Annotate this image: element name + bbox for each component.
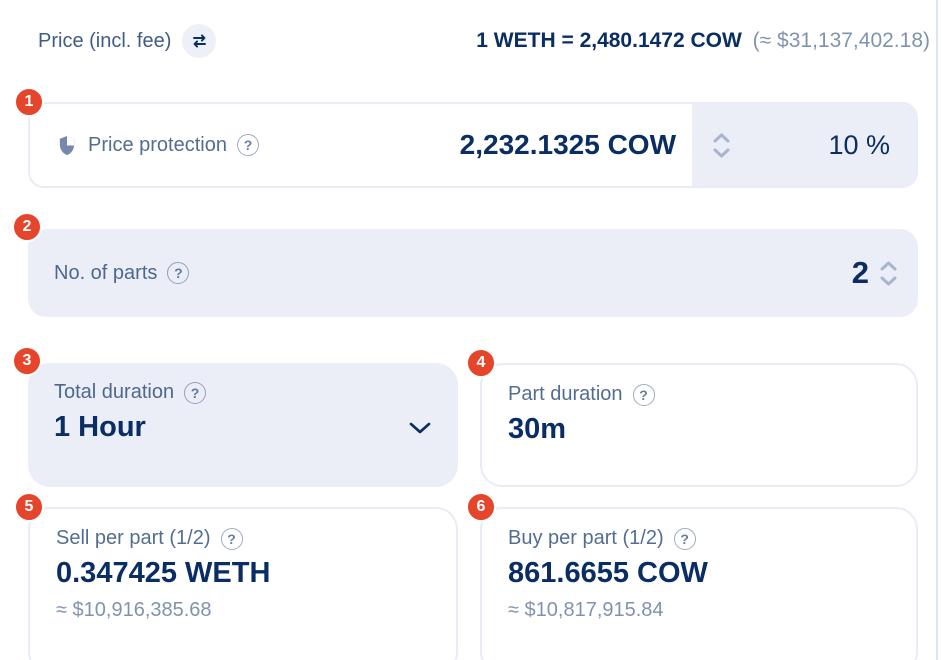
per-part-row: 5 Sell per part (1/2) ? 0.347425 WETH ≈ …	[14, 492, 918, 660]
total-duration-value-row: 1 Hour	[54, 411, 432, 444]
total-duration-value: 1 Hour	[54, 411, 146, 443]
price-protection-amount-input[interactable]: 2,232.1325 COW	[459, 129, 676, 160]
price-protection-percent-input[interactable]: 10 %	[828, 129, 890, 160]
buy-per-part-value: 861.6655 COW	[508, 557, 708, 589]
num-parts-label-group: No. of parts ?	[54, 261, 190, 285]
buy-per-part-label: Buy per part (1/2)	[508, 527, 664, 549]
num-parts-stepper-down[interactable]	[879, 275, 898, 287]
total-duration-help-icon[interactable]: ?	[184, 381, 207, 404]
chevron-up-icon	[713, 133, 730, 142]
part-duration-box: 4 Part duration ? 30m	[466, 348, 918, 487]
num-parts-stepper-up[interactable]	[879, 260, 898, 272]
total-duration-label-row: Total duration ?	[54, 381, 432, 404]
num-parts-box: 2 No. of parts ? 2	[12, 212, 918, 317]
price-row: Price (incl. fee) 1 WETH = 2,480.1472 CO…	[28, 23, 930, 59]
percent-stepper	[712, 132, 731, 159]
rate-value: 1 WETH = 2,480.1472 COW	[476, 29, 742, 52]
invert-rate-button[interactable]	[182, 24, 217, 58]
total-duration-select[interactable]: 3 Total duration ? 1 Hour	[12, 346, 458, 487]
buy-per-part-help-icon[interactable]: ?	[673, 527, 696, 550]
buy-per-part-value-row: 861.6655 COW	[508, 557, 890, 590]
annotation-badge-5: 5	[14, 492, 44, 522]
percent-stepper-up[interactable]	[712, 132, 731, 144]
sell-per-part-label-row: Sell per part (1/2) ?	[56, 527, 430, 550]
panel-right-border	[936, 0, 938, 660]
shield-icon	[59, 135, 75, 155]
price-label-group: Price (incl. fee)	[28, 24, 217, 58]
part-duration-value-row: 30m	[508, 413, 890, 446]
part-duration-label: Part duration	[508, 383, 623, 405]
num-parts-input[interactable]: 2	[851, 255, 869, 290]
annotation-badge-1: 1	[14, 87, 44, 117]
buy-per-part-box: 6 Buy per part (1/2) ? 861.6655 COW ≈ $1…	[466, 492, 918, 660]
buy-per-part-fiat: ≈ $10,817,915.84	[508, 599, 664, 621]
total-duration-label: Total duration	[54, 381, 175, 403]
exchange-rate: 1 WETH = 2,480.1472 COW (≈ $31,137,402.1…	[476, 29, 930, 53]
annotation-badge-3: 3	[12, 346, 42, 376]
price-protection-box: 1 Price protection ? 2,232.1325 COW	[14, 87, 918, 188]
num-parts-label: No. of parts	[54, 261, 158, 284]
sell-per-part-label: Sell per part (1/2)	[56, 527, 211, 549]
percent-stepper-down[interactable]	[712, 147, 731, 159]
part-duration-label-row: Part duration ?	[508, 383, 890, 406]
buy-per-part-label-row: Buy per part (1/2) ?	[508, 527, 890, 550]
price-protection-percent-area: 10 %	[692, 104, 916, 186]
chevron-up-icon	[880, 261, 897, 270]
num-parts-control: 2	[852, 255, 898, 291]
num-parts-help-icon[interactable]: ?	[167, 262, 190, 284]
total-duration-dropdown-button[interactable]	[408, 421, 432, 435]
part-duration-help-icon[interactable]: ?	[632, 383, 655, 406]
annotation-badge-6: 6	[466, 492, 496, 522]
price-protection-label: Price protection	[88, 133, 227, 156]
sell-per-part-box: 5 Sell per part (1/2) ? 0.347425 WETH ≈ …	[14, 492, 458, 660]
annotation-badge-4: 4	[466, 348, 496, 378]
sell-per-part-help-icon[interactable]: ?	[220, 527, 243, 550]
chevron-down-icon	[713, 148, 730, 157]
sell-per-part-value: 0.347425 WETH	[56, 557, 271, 589]
chevron-down-icon	[409, 422, 431, 433]
price-protection-help-icon[interactable]: ?	[236, 134, 259, 156]
duration-row: 3 Total duration ? 1 Hour 4 Part duratio…	[12, 346, 918, 487]
price-protection-inner: Price protection ? 2,232.1325 COW 10 %	[30, 104, 916, 186]
chevron-down-icon	[880, 276, 897, 285]
price-protection-input-area: Price protection ? 2,232.1325 COW	[30, 104, 692, 186]
sell-per-part-value-row: 0.347425 WETH	[56, 557, 430, 590]
price-label: Price (incl. fee)	[38, 29, 172, 52]
rate-fiat-value: (≈ $31,137,402.18)	[752, 29, 930, 52]
annotation-badge-2: 2	[12, 212, 42, 242]
num-parts-stepper	[879, 260, 898, 287]
part-duration-value: 30m	[508, 413, 567, 445]
swap-arrows-icon	[192, 34, 206, 48]
sell-per-part-fiat: ≈ $10,916,385.68	[56, 599, 212, 621]
panel-content: Price (incl. fee) 1 WETH = 2,480.1472 CO…	[0, 23, 942, 660]
